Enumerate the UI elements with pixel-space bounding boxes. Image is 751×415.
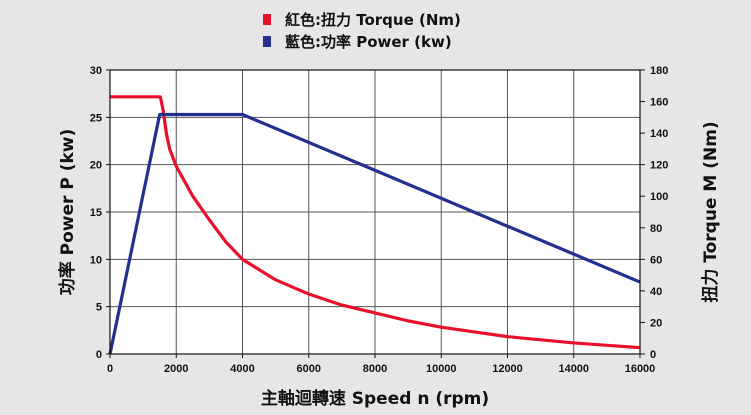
y-right-tick-label: 140 <box>650 128 668 140</box>
y-right-tick-label: 40 <box>650 286 662 298</box>
y-left-tick-label: 10 <box>90 254 102 266</box>
y-left-tick-label: 0 <box>96 349 102 361</box>
y-right-tick-label: 0 <box>650 349 656 361</box>
y-right-tick-label: 180 <box>650 65 668 77</box>
power-series-line <box>108 112 641 355</box>
y-axis-right-title: 扭力 Torque M (Nm) <box>700 121 721 302</box>
legend-swatch-power <box>263 36 271 47</box>
y-left-tick-label: 15 <box>90 207 102 219</box>
y-right-tick-label: 80 <box>650 223 662 235</box>
y-right-tick-label: 120 <box>650 160 668 172</box>
y-left-tick-label: 5 <box>96 302 102 314</box>
grid-lines <box>110 70 640 354</box>
torque-series-line <box>110 95 641 350</box>
x-tick-label: 0 <box>107 363 113 375</box>
legend-label-torque: 紅色:扭力 Torque (Nm) <box>285 11 461 29</box>
x-axis-title: 主軸迴轉速 Speed n (rpm) <box>261 388 489 409</box>
y-right-tick-label: 60 <box>650 254 662 266</box>
y-right-tick-label: 20 <box>650 317 662 329</box>
y-left-tick-label: 20 <box>90 160 102 172</box>
axis-ticks: 0 2000 4000 6000 8000 10000 12000 14000 16000 0 5 1… <box>90 65 669 375</box>
legend-swatch-torque <box>263 14 271 25</box>
x-tick-label: 6000 <box>297 363 321 375</box>
y-right-tick-label: 160 <box>650 97 668 109</box>
series-lines <box>108 95 641 355</box>
y-right-tick-label: 100 <box>650 191 668 203</box>
x-tick-label: 2000 <box>164 363 188 375</box>
y-left-tick-label: 30 <box>90 65 102 77</box>
x-tick-label: 8000 <box>363 363 387 375</box>
x-tick-label: 16000 <box>625 363 656 375</box>
x-tick-label: 4000 <box>230 363 254 375</box>
legend: 紅色:扭力 Torque (Nm) 藍色:功率 Power (kw) <box>263 11 461 51</box>
x-tick-label: 12000 <box>492 363 523 375</box>
x-tick-label: 10000 <box>426 363 457 375</box>
y-left-tick-label: 25 <box>90 112 102 124</box>
y-axis-left-title: 功率 Power P (kw) <box>57 129 78 296</box>
x-tick-label: 14000 <box>558 363 589 375</box>
legend-label-power: 藍色:功率 Power (kw) <box>285 33 452 51</box>
